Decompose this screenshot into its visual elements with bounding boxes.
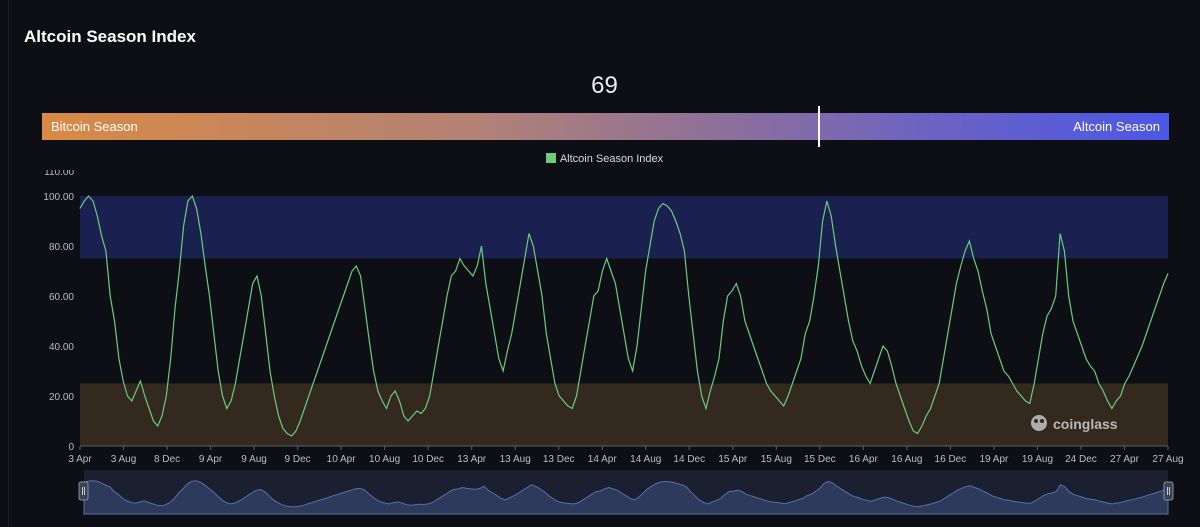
x-tick-label: 13 Apr	[457, 454, 487, 465]
x-tick-label: 14 Dec	[673, 454, 705, 465]
legend-swatch	[545, 153, 556, 163]
legend-label: Altcoin Season Index	[559, 153, 664, 165]
x-tick-label: 14 Apr	[588, 454, 618, 465]
y-tick-label: 110.00	[44, 170, 74, 178]
navigator-right-handle[interactable]	[1163, 481, 1174, 501]
x-tick-label: 8 Dec	[154, 454, 180, 465]
gauge-value-marker	[818, 106, 820, 147]
x-axis-ticks: 3 Apr 3 Aug 8 Dec 9 Apr 9 Aug 9 Dec 10 Apr 10 A…	[68, 446, 1184, 465]
x-tick-label: 19 Apr	[979, 454, 1009, 465]
altcoin-season-band	[80, 196, 1168, 259]
season-bands	[80, 196, 1168, 446]
x-tick-label: 16 Apr	[849, 454, 879, 465]
coinglass-logo-icon	[1031, 415, 1047, 431]
x-tick-label: 27 Apr	[1110, 454, 1140, 465]
x-tick-label: 3 Apr	[68, 454, 92, 465]
y-tick-label: 80.00	[49, 242, 74, 253]
x-tick-label: 15 Aug	[761, 454, 792, 465]
navigator-series	[83, 480, 1169, 515]
panel-border	[8, 0, 9, 527]
page-title: Altcoin Season Index	[24, 27, 196, 46]
index-value: 69	[591, 72, 618, 99]
x-tick-label: 3 Aug	[111, 454, 137, 465]
x-tick-label: 9 Aug	[241, 454, 267, 465]
season-gauge-bar: Bitcoin Season Altcoin Season	[42, 113, 1169, 140]
x-tick-label: 9 Dec	[285, 454, 311, 465]
x-tick-label: 13 Dec	[543, 454, 575, 465]
y-tick-label: 60.00	[49, 292, 74, 303]
x-tick-label: 19 Aug	[1022, 454, 1053, 465]
y-tick-label: 100.00	[43, 192, 74, 203]
navigator-left-handle[interactable]	[78, 481, 89, 501]
altcoin-season-label: Altcoin Season	[1073, 119, 1160, 134]
x-tick-label: 9 Apr	[199, 454, 223, 465]
x-tick-label: 10 Apr	[327, 454, 357, 465]
y-axis-ticks: 110.00 100.00 80.00 60.00 40.00 20.00 0	[43, 170, 74, 453]
chart-legend[interactable]: Altcoin Season Index	[0, 153, 1200, 165]
x-tick-label: 15 Apr	[718, 454, 748, 465]
x-tick-label: 10 Dec	[412, 454, 444, 465]
x-tick-label: 14 Aug	[630, 454, 661, 465]
x-tick-label: 15 Dec	[804, 454, 836, 465]
x-tick-label: 13 Aug	[500, 454, 531, 465]
watermark-text: coinglass	[1053, 416, 1118, 432]
x-tick-label: 27 Aug	[1152, 454, 1183, 465]
y-tick-label: 20.00	[49, 392, 74, 403]
x-tick-label: 10 Aug	[369, 454, 400, 465]
y-tick-label: 0	[68, 442, 74, 453]
x-tick-label: 16 Dec	[935, 454, 967, 465]
bitcoin-season-label: Bitcoin Season	[51, 119, 138, 134]
y-tick-label: 40.00	[49, 342, 74, 353]
x-tick-label: 16 Aug	[891, 454, 922, 465]
series-line-altcoin-season-index	[79, 194, 1169, 437]
bitcoin-season-band	[80, 383, 1168, 446]
coinglass-watermark: coinglass	[1031, 415, 1118, 432]
x-tick-label: 24 Dec	[1065, 454, 1097, 465]
